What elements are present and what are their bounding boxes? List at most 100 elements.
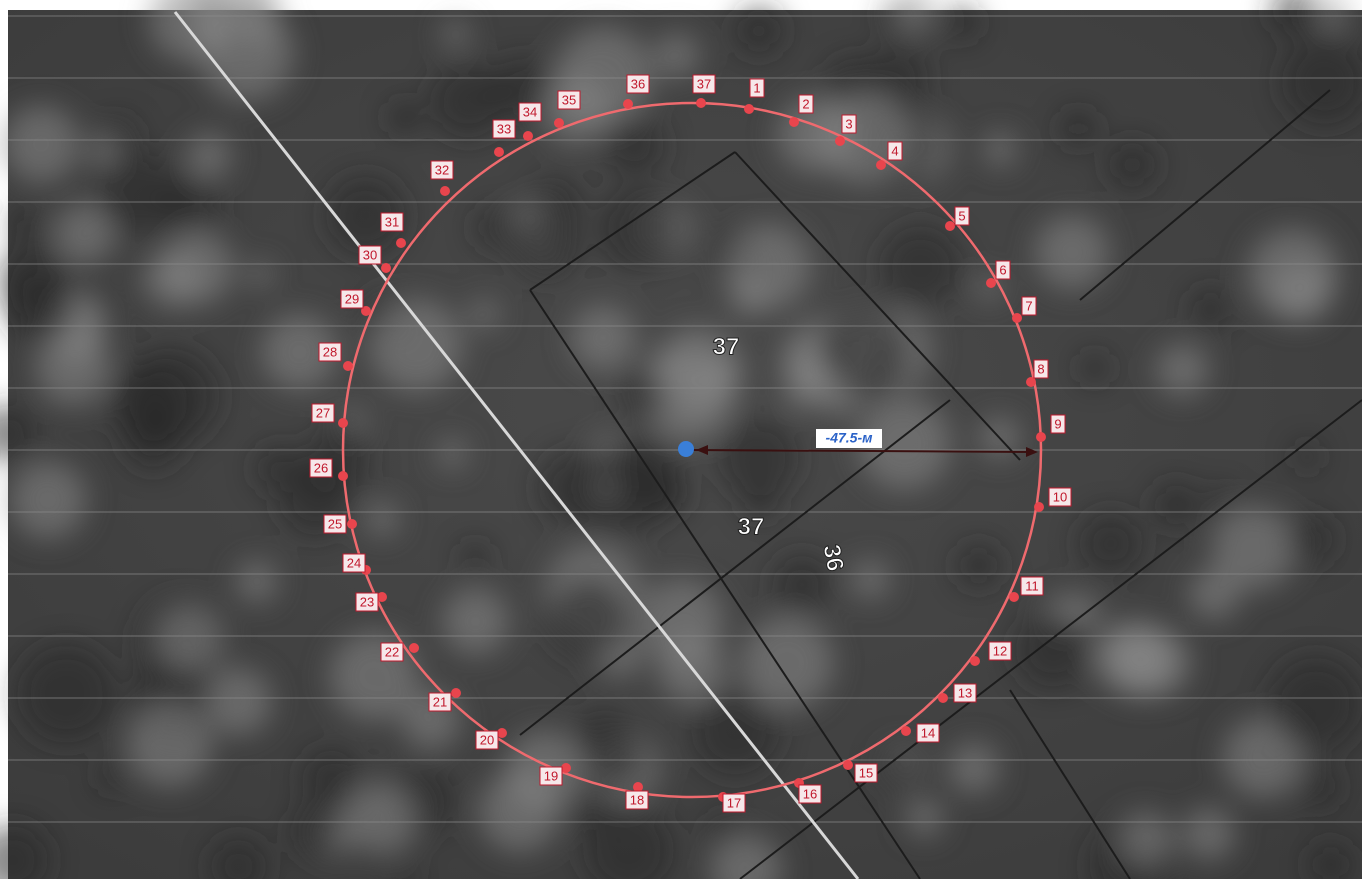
tree-blob (96, 152, 182, 237)
tree-blob (867, 45, 930, 108)
point-label-box (1021, 296, 1037, 316)
point-marker (497, 728, 507, 738)
point-label-box (954, 206, 970, 226)
tree-blob (1182, 807, 1236, 861)
point-label: 17 (727, 795, 741, 810)
tree-blob (1015, 611, 1092, 689)
point-label: 32 (435, 162, 449, 177)
point-label-box (358, 245, 382, 265)
point-label: 33 (497, 121, 511, 136)
tree-blob (583, 804, 675, 884)
tree-blob (161, 231, 235, 305)
tree-blob (365, 501, 400, 536)
tree-blob (9, 206, 43, 240)
tree-blob (441, 19, 470, 49)
point-label-box (380, 212, 404, 232)
point-label-box (625, 790, 649, 810)
tree-blob (1034, 215, 1110, 290)
tree-blob (1293, 443, 1321, 471)
tree-blob (878, 224, 963, 310)
tree-blob (1078, 511, 1144, 577)
tree-blob (707, 814, 739, 845)
tree-blob (1298, 765, 1340, 808)
tree-blob (1118, 811, 1174, 867)
point-label: 6 (999, 262, 1006, 277)
point-marker (986, 278, 996, 288)
tree-blob (851, 559, 890, 599)
tree-blob (654, 32, 700, 78)
point-marker (970, 656, 980, 666)
tree-blob (7, 274, 76, 344)
point-marker (338, 471, 348, 481)
tree-blob (857, 397, 951, 490)
tree-blob (1317, 0, 1350, 31)
point-marker (835, 136, 845, 146)
tree-blob (186, 133, 232, 178)
tree-blob (655, 326, 741, 412)
point-marker (377, 592, 387, 602)
tree-blob (369, 299, 463, 393)
point-label: 12 (993, 643, 1007, 658)
point-label: 1 (753, 80, 760, 95)
center-point (678, 441, 694, 457)
tree-blob (905, 798, 944, 837)
tree-blob (948, 742, 1000, 794)
point-label-box (626, 74, 650, 94)
point-label-box (854, 763, 878, 783)
point-label-box (988, 641, 1012, 661)
point-marker (440, 186, 450, 196)
tree-blob (1285, 514, 1335, 565)
tree-blob (1079, 352, 1111, 384)
tree-blob (1060, 110, 1097, 148)
arrow-head (696, 445, 708, 455)
tree-blob (717, 416, 800, 499)
parcel-number: 36 (818, 542, 849, 573)
tree-blob (430, 62, 507, 140)
point-label: 4 (891, 143, 898, 158)
point-label-box (557, 90, 581, 110)
tree-blob (771, 553, 833, 616)
point-label: 31 (385, 214, 399, 229)
point-label-box (492, 119, 516, 139)
point-label: 13 (958, 685, 972, 700)
point-marker (1034, 502, 1044, 512)
point-label-box (428, 692, 452, 712)
tree-blob (209, 837, 268, 884)
radius-label-bg (816, 429, 882, 448)
point-label: 15 (859, 765, 873, 780)
point-label-box (311, 403, 335, 423)
tree-blob (734, 6, 784, 56)
tree-blob (1155, 343, 1210, 397)
tree-blob (107, 363, 189, 445)
tree-blob (1212, 506, 1297, 591)
point-label-box (887, 141, 903, 161)
point-label: 22 (385, 644, 399, 659)
tree-blob (1107, 139, 1158, 191)
point-marker (396, 238, 406, 248)
point-label-box (340, 289, 364, 309)
point-marker (789, 117, 799, 127)
point-label: 11 (1025, 578, 1039, 593)
point-label: 30 (363, 247, 377, 262)
point-label-box (518, 102, 542, 122)
tree-blob (512, 210, 582, 280)
point-label-box (798, 784, 822, 804)
point-label-box (1048, 487, 1072, 507)
point-marker (623, 99, 633, 109)
tree-blob (236, 560, 278, 603)
point-label-box (355, 592, 379, 612)
point-marker (633, 782, 643, 792)
point-label-box (1033, 359, 1049, 379)
tree-blob (878, 749, 919, 790)
point-label-box (318, 342, 342, 362)
tree-blob (604, 115, 665, 177)
point-marker (876, 160, 886, 170)
arrow-head (1026, 447, 1038, 457)
point-label-box (323, 514, 347, 534)
tree-blob (442, 588, 509, 655)
tree-blob (204, 667, 273, 736)
tree-blob (87, 134, 120, 166)
point-label: 2 (802, 96, 809, 111)
point-marker (938, 693, 948, 703)
